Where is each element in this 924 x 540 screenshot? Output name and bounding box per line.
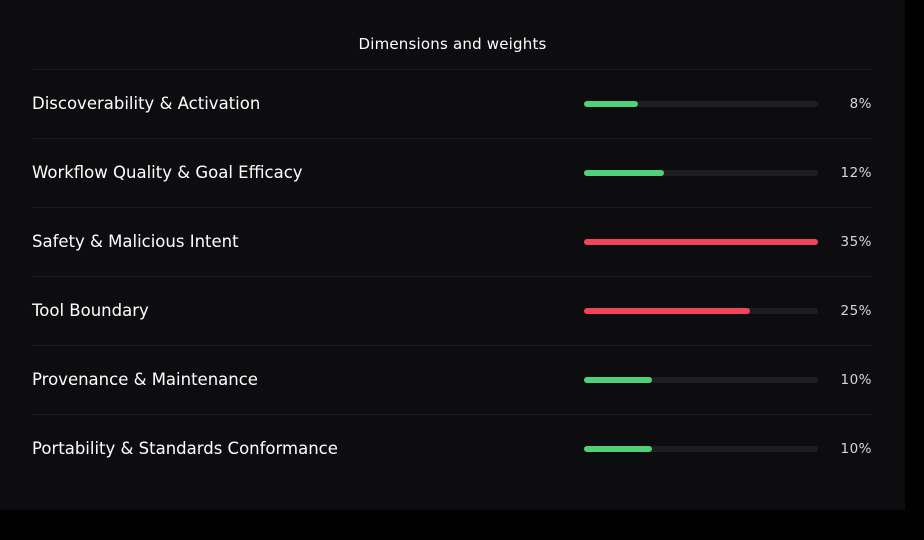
weight-percent: 8% xyxy=(849,96,872,112)
weight-bar-fill xyxy=(584,446,652,452)
weight-percent: 10% xyxy=(840,372,872,388)
dimension-label: Safety & Malicious Intent xyxy=(32,232,239,251)
dimension-label: Discoverability & Activation xyxy=(32,94,261,113)
weight-bar-track xyxy=(584,446,818,452)
weight-bar-fill xyxy=(584,170,664,176)
dimension-row-provenance: Provenance & Maintenance 10% xyxy=(32,346,872,415)
header-divider xyxy=(32,69,872,70)
dimension-label: Workflow Quality & Goal Efficacy xyxy=(32,163,303,182)
weight-percent: 25% xyxy=(840,303,872,319)
weight-bar-track xyxy=(584,239,818,245)
dimension-row-tool-boundary: Tool Boundary 25% xyxy=(32,277,872,346)
weight-bar-track xyxy=(584,101,818,107)
dimension-list: Discoverability & Activation 8% Workflow… xyxy=(32,70,872,483)
dimension-row-portability: Portability & Standards Conformance 10% xyxy=(32,415,872,483)
weight-bar-fill xyxy=(584,308,751,314)
weight-bar-fill xyxy=(584,101,638,107)
dimension-row-discoverability: Discoverability & Activation 8% xyxy=(32,70,872,139)
dimension-label: Provenance & Maintenance xyxy=(32,370,258,389)
weight-bar-fill xyxy=(584,377,652,383)
dimension-label: Portability & Standards Conformance xyxy=(32,439,338,458)
weight-percent: 35% xyxy=(840,234,872,250)
dimension-row-safety: Safety & Malicious Intent 35% xyxy=(32,208,872,277)
panel-title: Dimensions and weights xyxy=(358,35,547,53)
weight-percent: 10% xyxy=(840,441,872,457)
weight-bar-track xyxy=(584,377,818,383)
dimensions-panel: Dimensions and weights Discoverability &… xyxy=(0,0,905,510)
dimension-label: Tool Boundary xyxy=(32,301,149,320)
weight-percent: 12% xyxy=(840,165,872,181)
weight-bar-fill xyxy=(584,239,818,245)
weight-bar-track xyxy=(584,170,818,176)
dimension-row-workflow-quality: Workflow Quality & Goal Efficacy 12% xyxy=(32,139,872,208)
weight-bar-track xyxy=(584,308,818,314)
